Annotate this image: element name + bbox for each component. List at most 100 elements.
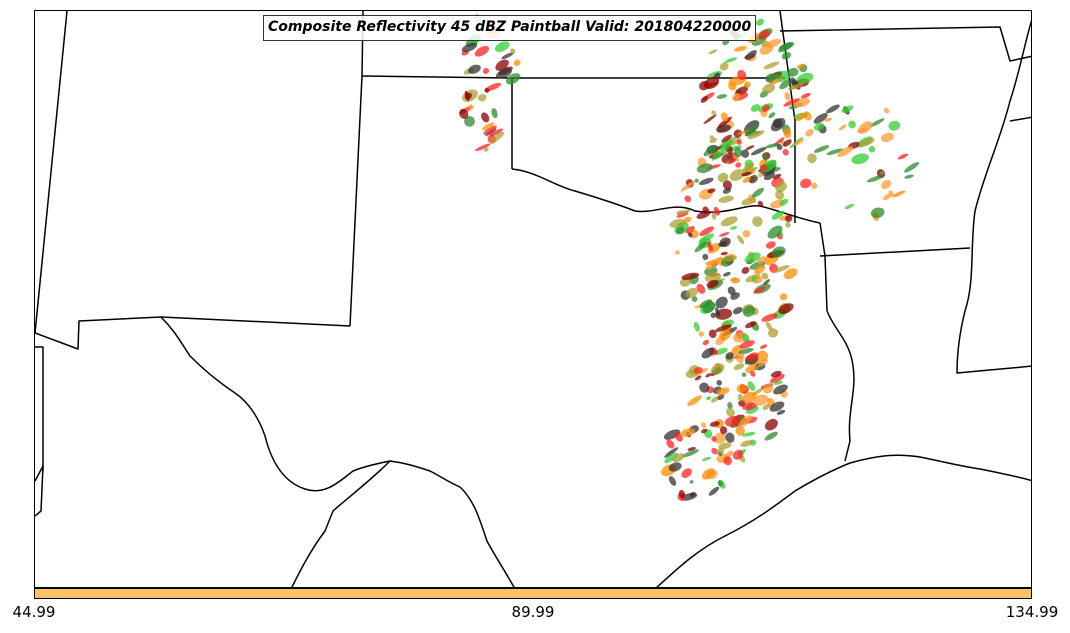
reflectivity-blob	[737, 69, 747, 81]
reflectivity-blob	[750, 370, 756, 377]
reflectivity-blob	[753, 394, 769, 406]
reflectivity-blob	[726, 407, 735, 417]
reflectivity-blob	[807, 153, 817, 164]
reflectivity-blob	[727, 286, 736, 296]
reflectivity-blob	[719, 329, 731, 341]
reflectivity-blob	[785, 221, 791, 228]
reflectivity-blob	[704, 76, 720, 90]
reflectivity-blob	[736, 383, 747, 394]
reflectivity-blob	[696, 283, 706, 294]
boundary-newmexico-texas-east	[349, 75, 363, 327]
colorbar-tick-label-max: 134.99	[1005, 603, 1059, 621]
reflectivity-blob	[781, 51, 792, 60]
reflectivity-blob	[681, 272, 700, 280]
reflectivity-blob	[685, 226, 695, 234]
reflectivity-blob	[752, 216, 763, 227]
reflectivity-blob	[683, 216, 692, 223]
reflectivity-blob	[725, 432, 735, 443]
reflectivity-blob	[694, 241, 707, 253]
reflectivity-blob	[764, 418, 778, 431]
boundary-rio-grande-east	[459, 486, 515, 587]
reflectivity-blob	[796, 63, 806, 69]
reflectivity-blob	[732, 307, 743, 315]
reflectivity-blob	[742, 176, 751, 184]
reflectivity-blob	[784, 91, 791, 101]
reflectivity-blob	[701, 456, 712, 461]
reflectivity-blob	[735, 354, 744, 364]
reflectivity-blob	[696, 210, 711, 219]
reflectivity-blob	[481, 112, 490, 123]
reflectivity-blob	[824, 117, 832, 122]
reflectivity-blob	[464, 92, 473, 100]
reflectivity-blob	[742, 229, 751, 238]
reflectivity-blob	[720, 251, 728, 256]
reflectivity-blob	[775, 181, 787, 193]
reflectivity-blob	[733, 363, 745, 370]
reflectivity-blob	[747, 381, 756, 392]
reflectivity-blob	[722, 180, 732, 190]
reflectivity-blob	[676, 211, 689, 218]
reflectivity-blob	[459, 108, 469, 120]
reflectivity-blob	[494, 41, 510, 53]
reflectivity-blob	[904, 161, 920, 173]
reflectivity-blob	[707, 188, 716, 194]
reflectivity-blob	[705, 373, 712, 378]
reflectivity-blob	[666, 439, 675, 449]
reflectivity-blob	[724, 416, 741, 427]
reflectivity-blob	[723, 456, 733, 466]
reflectivity-blob	[741, 266, 750, 274]
reflectivity-blob	[711, 396, 719, 403]
boundary-mississippi-river	[956, 20, 1031, 374]
reflectivity-blob	[672, 453, 685, 463]
reflectivity-blob	[722, 255, 738, 262]
boundary-arkansas-texas	[819, 222, 828, 312]
reflectivity-blob	[468, 64, 481, 74]
reflectivity-blob	[693, 321, 700, 332]
reflectivity-blob	[775, 190, 785, 200]
reflectivity-blob	[763, 171, 775, 181]
reflectivity-blob	[751, 187, 765, 198]
reflectivity-blob	[826, 104, 840, 114]
reflectivity-blob	[776, 409, 786, 415]
colorbar-tick-label-min: 44.99	[12, 603, 56, 621]
reflectivity-blob	[468, 104, 474, 110]
reflectivity-blob	[717, 116, 732, 129]
reflectivity-blob	[495, 68, 512, 79]
reflectivity-blob	[741, 171, 752, 177]
reflectivity-blob	[663, 429, 681, 440]
reflectivity-blob	[696, 163, 713, 173]
reflectivity-blob	[720, 112, 729, 122]
reflectivity-blob	[477, 94, 487, 102]
reflectivity-blob	[813, 145, 830, 153]
reflectivity-blob	[491, 108, 498, 119]
reflectivity-blob	[882, 193, 892, 201]
reflectivity-blob	[838, 124, 847, 131]
reflectivity-blob	[714, 432, 727, 444]
reflectivity-blob	[676, 226, 685, 234]
reflectivity-blob	[711, 110, 716, 115]
reflectivity-blob	[761, 104, 770, 112]
reflectivity-blob	[759, 344, 768, 349]
reflectivity-blob	[761, 313, 778, 322]
reflectivity-blob	[694, 178, 699, 183]
map-panel	[34, 10, 1032, 588]
reflectivity-blob	[701, 468, 715, 480]
reflectivity-blob	[748, 175, 758, 184]
reflectivity-blob	[800, 92, 811, 99]
reflectivity-blob	[482, 122, 495, 131]
reflectivity-blob	[776, 143, 783, 151]
reflectivity-blob	[708, 486, 720, 496]
state-boundaries	[35, 11, 1031, 587]
reflectivity-blob	[718, 195, 734, 203]
reflectivity-blob	[702, 339, 710, 346]
reflectivity-blob	[794, 138, 805, 146]
reflectivity-blob	[753, 286, 766, 294]
reflectivity-blob	[868, 145, 876, 153]
reflectivity-blob	[747, 130, 765, 140]
reflectivity-blob	[704, 272, 722, 282]
reflectivity-blob	[796, 72, 814, 84]
reflectivity-blob	[687, 395, 702, 407]
reflectivity-blob	[735, 162, 742, 168]
reflectivity-blob	[731, 277, 741, 284]
reflectivity-blob	[708, 329, 717, 339]
